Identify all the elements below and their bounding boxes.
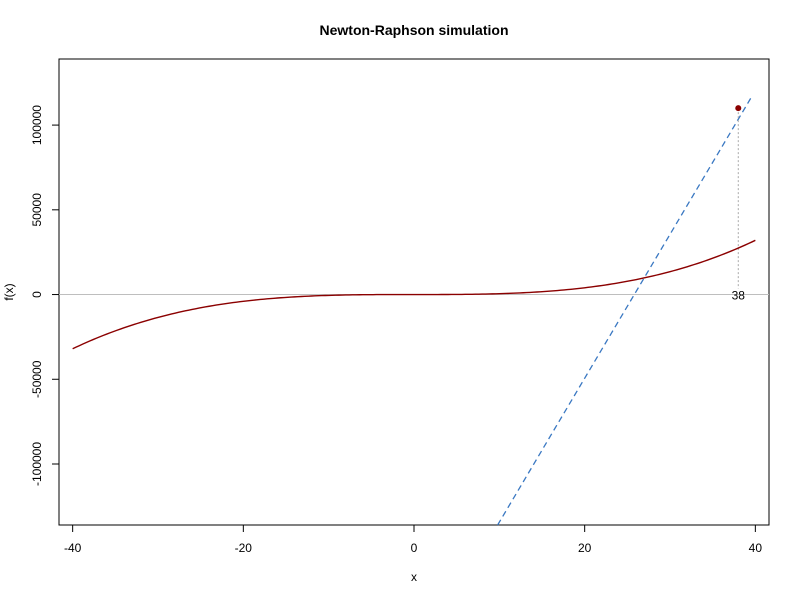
x-tick-label: 20 [578,541,592,555]
plot-area: 38 [59,95,769,526]
x-axis-label: x [411,570,417,584]
y-tick-label: 0 [30,291,44,298]
tangent-line [497,95,753,526]
x-tick-label: -20 [235,541,253,555]
function-curve [72,239,756,350]
y-axis-label: f(x) [2,283,16,300]
x-tick-label: 40 [749,541,763,555]
x-axis: -40 -20 0 20 40 [64,524,763,555]
y-axis: -100000 -50000 0 50000 100000 [30,105,60,486]
y-tick-label: 100000 [30,105,44,145]
current-point [735,105,742,112]
y-tick-label: 50000 [30,193,44,227]
iterate-annotation: 38 [732,289,746,303]
chart-title: Newton-Raphson simulation [320,22,509,38]
plot-frame [58,58,770,526]
y-tick-label: -50000 [30,360,44,398]
x-tick-label: 0 [411,541,418,555]
x-tick-label: -40 [64,541,82,555]
y-tick-label: -100000 [30,442,44,486]
